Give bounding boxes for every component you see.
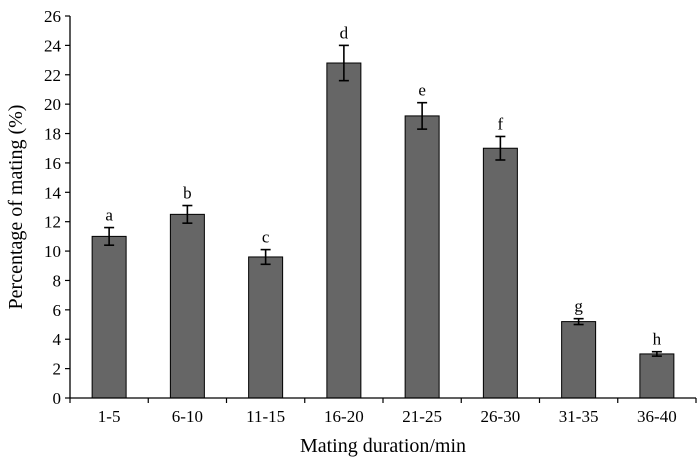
y-tick-label: 10: [44, 242, 61, 261]
bar-11-15: [248, 256, 284, 399]
data-label-e: e: [418, 81, 426, 100]
error-bars-layer: [104, 44, 662, 357]
data-label-c: c: [262, 228, 270, 247]
y-tick-label: 4: [53, 330, 62, 349]
bar-16-20: [326, 62, 362, 399]
bar-26-30: [482, 147, 518, 399]
x-tick-label: 11-15: [246, 407, 285, 426]
y-tick-label: 26: [44, 7, 61, 26]
y-tick-label: 12: [44, 213, 61, 232]
data-label-h: h: [653, 330, 662, 349]
x-tick-label: 26-30: [481, 407, 521, 426]
x-tick-label: 6-10: [172, 407, 203, 426]
y-tick-label: 14: [44, 183, 62, 202]
y-tick-label: 16: [44, 154, 61, 173]
data-label-f: f: [498, 114, 504, 133]
data-label-d: d: [340, 23, 349, 42]
x-tick-label: 16-20: [324, 407, 364, 426]
bar-6-10: [169, 213, 205, 399]
y-tick-label: 2: [53, 360, 62, 379]
data-label-g: g: [574, 297, 583, 316]
x-tick-label: 36-40: [637, 407, 677, 426]
bar-1-5: [91, 235, 127, 399]
bars-layer: [91, 62, 675, 399]
y-tick-label: 6: [53, 301, 62, 320]
data-labels-layer: a b c d e f g h: [105, 23, 661, 348]
data-label-b: b: [183, 184, 192, 203]
y-tick-label: 18: [44, 125, 61, 144]
y-tick-label: 24: [44, 36, 62, 55]
y-tick-label: 8: [53, 271, 62, 290]
x-axis-title: Mating duration/min: [300, 435, 466, 457]
axes-layer: 1-5 6-10 11-15 16-20 21-25 26-30 31-35 36-40024…: [44, 7, 697, 426]
y-tick-label: 22: [44, 66, 61, 85]
y-tick-label: 0: [53, 389, 62, 408]
x-tick-label: 1-5: [98, 407, 121, 426]
x-tick-label: 21-25: [402, 407, 442, 426]
bar-36-40: [639, 353, 675, 399]
bar-21-25: [404, 115, 440, 399]
y-axis-title: Percentage of mating (%): [5, 105, 27, 310]
data-label-a: a: [105, 206, 113, 225]
y-tick-label: 20: [44, 95, 61, 114]
bar-31-35: [561, 321, 597, 399]
x-tick-label: 31-35: [559, 407, 599, 426]
